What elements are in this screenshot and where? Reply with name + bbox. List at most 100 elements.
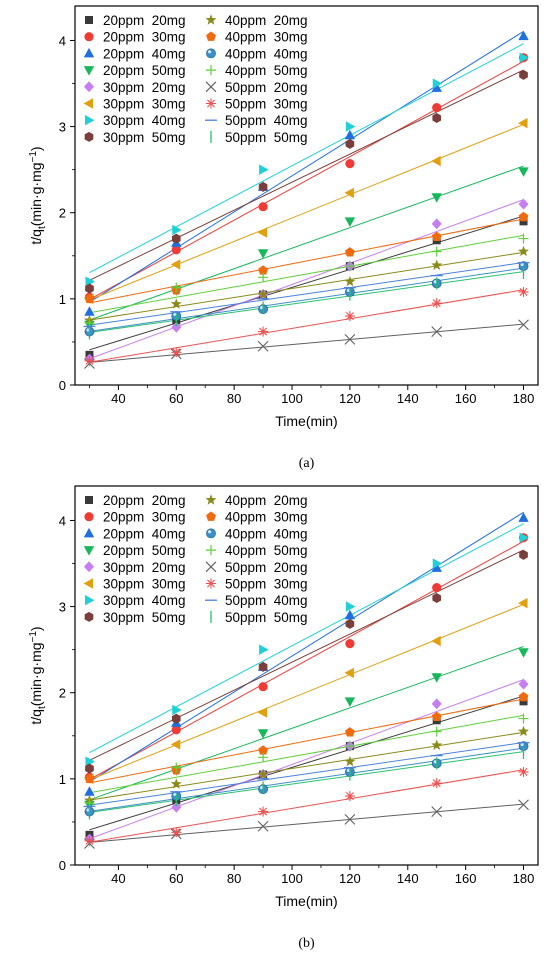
fit-line-series-3 <box>89 31 524 303</box>
panel-label: (a) <box>299 456 315 471</box>
data-point-series-6-6 <box>518 117 528 129</box>
data-point-series-3-4 <box>344 129 356 140</box>
fit-line-series-5 <box>89 199 524 360</box>
fit-line-series-10 <box>89 218 524 304</box>
data-point-series-4-6 <box>518 648 529 658</box>
y-axis-label-main: t/q <box>28 709 44 725</box>
data-point-series-4-5 <box>431 673 442 683</box>
data-point-series-3-5 <box>431 82 442 92</box>
fit-line-series-14 <box>89 289 524 363</box>
data-point-series-3-5 <box>431 562 442 572</box>
legend-label: 40ppm 20mg <box>225 13 308 28</box>
data-point-series-7-3 <box>259 164 269 175</box>
data-point-series-9-5 <box>431 739 443 750</box>
y-tick-label: 3 <box>59 120 66 135</box>
legend-marker <box>84 561 94 573</box>
legend-marker <box>85 16 93 24</box>
fit-line-series-3 <box>89 511 524 783</box>
data-point-series-14-5 <box>431 778 442 789</box>
data-point-series-13-4 <box>344 333 356 345</box>
x-tick-label: 140 <box>397 871 419 886</box>
data-point-series-14-1 <box>84 355 95 366</box>
fit-line-series-1 <box>89 695 524 831</box>
chart-panel-a: 40 60 80 100 120 140 160 18001234Time(min)t/qt(… <box>28 5 539 471</box>
fit-line-series-1 <box>89 215 524 351</box>
fit-line-series-8 <box>89 69 524 281</box>
y-tick-label: 1 <box>59 772 66 787</box>
legend-marker <box>84 611 94 622</box>
data-point-series-7-6 <box>519 52 530 63</box>
data-point-series-10-3 <box>258 265 269 275</box>
legend-marker <box>83 578 93 589</box>
x-tick-label: 120 <box>339 871 361 886</box>
legend-label: 20ppm 20mg <box>103 493 186 508</box>
data-point-series-12-5 <box>431 726 442 737</box>
data-point-series-2-4 <box>345 639 355 649</box>
data-point-series-7-4 <box>345 121 356 132</box>
data-point-series-5-2 <box>171 321 182 333</box>
x-tick-label: 140 <box>397 391 419 406</box>
legend-marker <box>84 32 94 42</box>
data-point-series-9-6 <box>518 725 530 737</box>
data-point-series-8-5 <box>432 112 442 123</box>
data-point-series-12-3 <box>258 752 269 763</box>
legend-marker <box>205 561 217 573</box>
legend-label: 40ppm 20mg <box>225 493 308 508</box>
data-point-series-5-6 <box>518 198 529 210</box>
data-point-series-7-5 <box>432 78 443 89</box>
y-tick-label: 1 <box>59 292 66 307</box>
legend-marker <box>84 81 94 93</box>
fit-line-series-5 <box>89 679 524 840</box>
x-tick-label: 120 <box>339 391 361 406</box>
data-point-series-7-1 <box>85 276 95 287</box>
fit-line-series-8 <box>89 549 524 761</box>
data-point-series-11-6-highlight <box>520 262 524 267</box>
data-point-series-13-6 <box>518 799 529 811</box>
legend-marker <box>206 528 216 539</box>
y-axis-label-rest: (min·g·mg <box>28 642 44 706</box>
fit-line-series-7 <box>89 523 524 754</box>
y-axis-label-sup: −1 <box>28 631 39 643</box>
y-axis-label-sup: −1 <box>28 151 39 163</box>
data-point-series-7-2 <box>172 224 182 236</box>
y-tick-label: 4 <box>59 513 66 528</box>
data-point-series-13-3 <box>257 820 269 832</box>
data-point-series-9-3 <box>257 768 269 780</box>
data-point-series-12-3 <box>258 272 269 283</box>
data-point-series-9-3 <box>257 288 269 300</box>
data-point-series-11-6-highlight <box>520 742 524 747</box>
data-point-series-13-5 <box>431 806 443 817</box>
data-point-series-1-6 <box>519 697 528 706</box>
y-tick-label: 2 <box>59 206 66 221</box>
data-point-series-14-2 <box>171 827 182 838</box>
legend-label: 30ppm 30mg <box>103 97 186 112</box>
data-point-series-13-4 <box>344 813 356 825</box>
y-axis-label: t/qt(min·g·mg−1) <box>28 626 48 724</box>
x-tick-label: 80 <box>227 391 241 406</box>
data-point-series-14-2 <box>171 347 182 358</box>
data-point-series-12-4 <box>344 261 355 272</box>
x-tick-label: 160 <box>455 871 477 886</box>
data-point-series-10-3 <box>258 745 269 755</box>
data-point-series-13-5 <box>431 326 443 337</box>
data-point-series-14-1 <box>84 835 95 846</box>
fit-line-series-12 <box>89 714 524 794</box>
data-point-series-4-6 <box>518 167 529 177</box>
data-point-series-8-6 <box>519 69 528 80</box>
y-axis-label-sub: t <box>37 226 48 229</box>
fit-line-series-2 <box>89 60 524 300</box>
data-point-series-4-5 <box>431 193 442 203</box>
data-point-series-9-2 <box>170 778 182 789</box>
data-point-series-2-4 <box>345 159 355 169</box>
legend-marker <box>83 527 95 538</box>
fit-line-series-13 <box>89 323 524 363</box>
legend-label: 50ppm 50mg <box>225 130 308 145</box>
chart-panel-b: 40 60 80 100 120 140 160 18001234Time(min)t/qt(… <box>28 485 539 951</box>
legend-marker-highlight <box>208 530 212 534</box>
data-point-series-7-2 <box>172 704 182 716</box>
legend-label: 20ppm 30mg <box>103 30 186 45</box>
panel-label: (b) <box>298 936 315 951</box>
legend-label: 30ppm 20mg <box>103 80 186 95</box>
